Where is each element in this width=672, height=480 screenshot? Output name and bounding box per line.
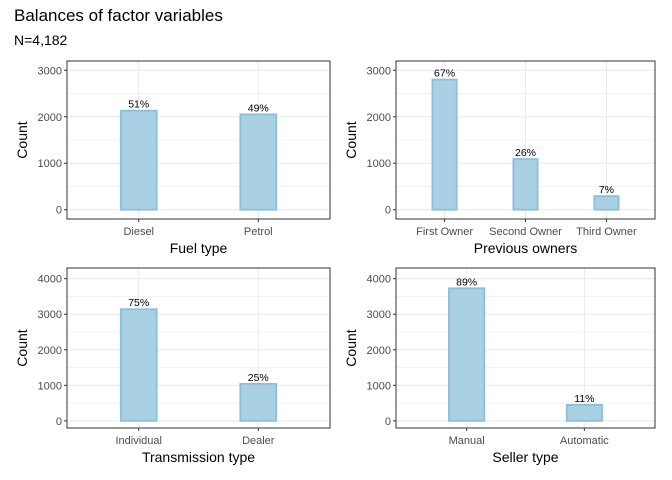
bar (119, 109, 158, 211)
bar (119, 308, 158, 422)
x-tick-label: Automatic (560, 435, 609, 447)
panel-border (395, 267, 656, 429)
chart-title: Balances of factor variables (14, 6, 223, 25)
x-tick-label: First Owner (416, 226, 473, 238)
y-tick-label: 0 (385, 416, 391, 428)
y-tick-label: 0 (56, 416, 62, 428)
bar-label: 67% (434, 68, 455, 80)
y-axis-title: Count (14, 121, 30, 158)
bar-label: 26% (515, 147, 536, 159)
y-tick-label: 3000 (38, 65, 62, 77)
y-tick-label: 2000 (367, 112, 391, 124)
x-axis-title: Seller type (492, 449, 558, 465)
x-tick-label: Petrol (244, 226, 273, 238)
bar (512, 158, 539, 211)
bar (593, 195, 620, 211)
bar-label: 75% (128, 297, 149, 309)
chart-panel: 51% 49% 0 1000 2000 3000 Diesel Petrol Fuel type… (14, 60, 331, 256)
y-tick-label: 0 (385, 205, 391, 217)
y-axis-title: Count (343, 329, 359, 366)
bar-label: 51% (128, 99, 149, 111)
bar (448, 287, 486, 422)
bar (431, 78, 458, 211)
bar-label: 89% (456, 276, 477, 288)
y-tick-label: 2000 (38, 112, 62, 124)
x-axis-title: Previous owners (474, 240, 578, 256)
chart-subtitle: N=4,182 (14, 32, 68, 48)
chart-panel: 75% 25% 0 1000 2000 3000 4000 Individual Dealer T… (14, 267, 331, 465)
y-tick-label: 1000 (367, 158, 391, 170)
panel-border (66, 60, 331, 220)
chart-panel: 67% 26% 7% 0 1000 2000 3000 First Owner Second O… (343, 60, 656, 256)
y-tick-label: 3000 (38, 309, 62, 321)
x-tick-label: Individual (115, 435, 161, 447)
y-tick-label: 3000 (367, 309, 391, 321)
y-tick-label: 1000 (38, 380, 62, 392)
x-axis-title: Transmission type (142, 449, 255, 465)
bar (239, 113, 278, 211)
bar-label: 49% (248, 102, 269, 114)
bar-label: 7% (599, 184, 614, 196)
bar (239, 382, 278, 422)
y-tick-label: 2000 (367, 345, 391, 357)
x-tick-label: Manual (449, 435, 485, 447)
x-tick-label: Diesel (123, 226, 154, 238)
y-tick-label: 0 (56, 205, 62, 217)
x-tick-label: Dealer (242, 435, 275, 447)
y-tick-label: 1000 (38, 158, 62, 170)
y-axis-title: Count (343, 121, 359, 158)
y-tick-label: 4000 (38, 274, 62, 286)
chart-panel: 89% 11% 0 1000 2000 3000 4000 Manual AutomaticSe… (343, 267, 656, 465)
x-axis-title: Fuel type (170, 240, 228, 256)
y-tick-label: 4000 (367, 274, 391, 286)
x-tick-label: Second Owner (489, 226, 562, 238)
bar-label: 11% (574, 393, 594, 405)
y-tick-label: 3000 (367, 65, 391, 77)
panel-border (66, 267, 331, 429)
bar (565, 403, 603, 422)
y-tick-label: 1000 (367, 380, 391, 392)
x-tick-label: Third Owner (576, 226, 637, 238)
y-tick-label: 2000 (38, 345, 62, 357)
bar-label: 25% (248, 372, 269, 384)
y-axis-title: Count (14, 329, 30, 366)
